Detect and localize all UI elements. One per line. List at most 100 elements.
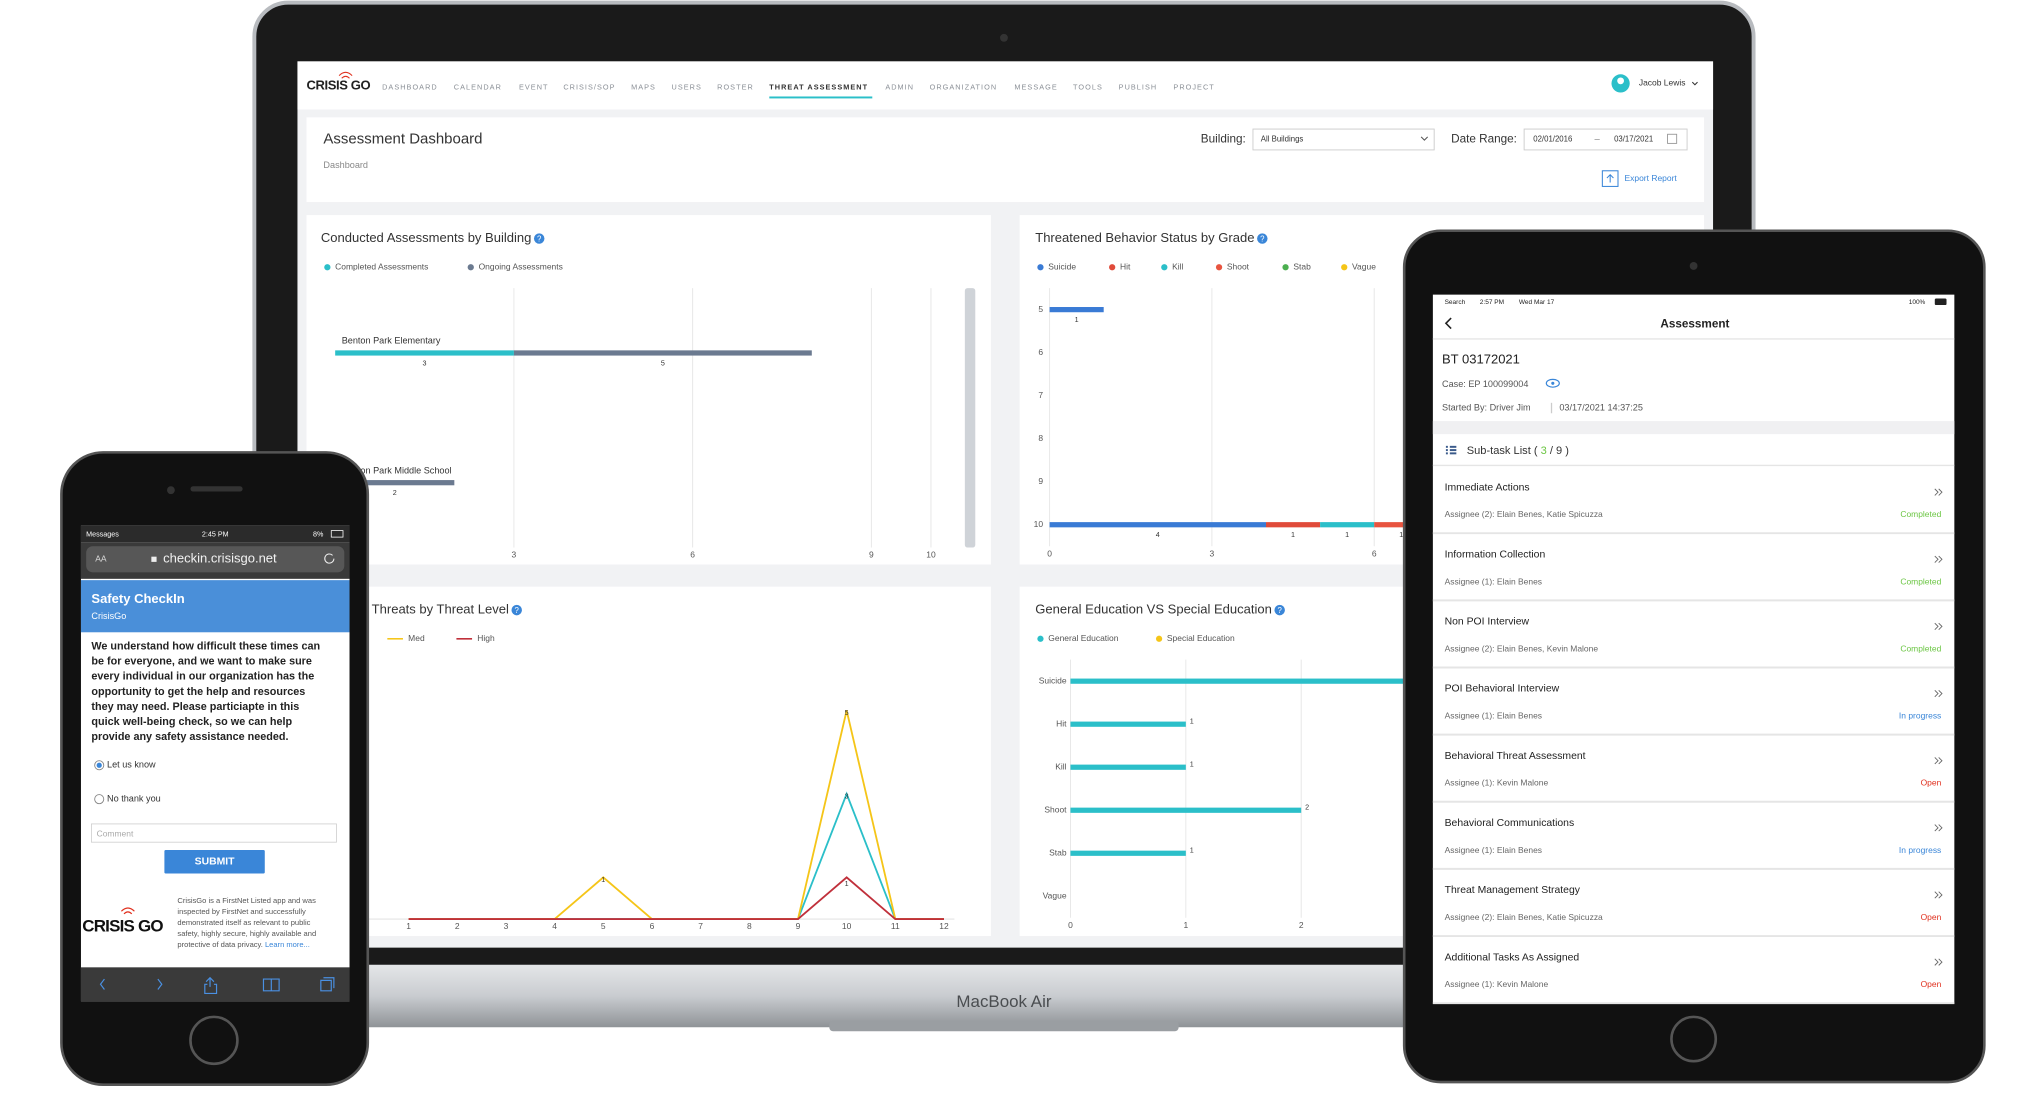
legend-label: Vague: [1352, 261, 1376, 271]
task-status: Open: [1921, 778, 1942, 788]
task-name: POI Behavioral Interview: [1445, 684, 1560, 695]
status-carrier: Messages: [86, 530, 119, 538]
nav-item: ADMIN: [885, 82, 914, 91]
task-row[interactable]: Threat Management Strategy Assignee (2): …: [1432, 885, 1955, 938]
page-title: Assessment Dashboard: [323, 130, 482, 147]
chart-title: Threats by Threat Level: [372, 602, 509, 617]
value-label: 1: [1075, 316, 1079, 324]
x-tick-label: 11: [891, 921, 900, 931]
footer-link[interactable]: Learn more...: [265, 940, 310, 949]
status-battery: 100%: [1909, 299, 1926, 306]
help-icon-glyph: ?: [537, 234, 542, 243]
legend-label: General Education: [1048, 633, 1118, 643]
category-label: 5: [1038, 304, 1043, 314]
case-number: Case: EP 100099004: [1442, 379, 1528, 389]
x-tick-label: 9: [869, 550, 874, 560]
tablet: Search 2:57 PM Wed Mar 17 100% Assessment BT …: [1402, 229, 1986, 1084]
task-assignee: Assignee (1): Elain Benes: [1445, 845, 1542, 855]
bar: [335, 350, 514, 356]
nav-item: ORGANIZATION: [930, 82, 998, 91]
x-tick-label: 2: [455, 921, 460, 931]
export-icon[interactable]: [1601, 170, 1619, 187]
category-label: Benton Park Middle School: [342, 465, 452, 475]
back-chevron[interactable]: [1444, 317, 1452, 330]
legend-label: Shoot: [1227, 261, 1250, 271]
message-line: be for everyone, and we want to make sur…: [91, 656, 312, 668]
category-label: Stab: [1049, 847, 1067, 857]
chart-panel: [306, 215, 991, 565]
x-tick-label: 3: [512, 550, 517, 560]
task-status: Open: [1921, 912, 1942, 922]
task-row[interactable]: Information Collection Assignee (1): Elai…: [1432, 549, 1955, 602]
screen-title: Assessment: [1660, 318, 1729, 331]
x-tick-label: 10: [926, 550, 936, 560]
value-label: 5: [845, 709, 849, 717]
help-icon-glyph: ?: [515, 606, 520, 615]
camera: [1000, 33, 1008, 42]
status-time: 2:45 PM: [202, 530, 229, 538]
laptop: CRISIS GO DASHBOARD CALENDAR EVENT CRISIS/SO…: [202, 0, 1819, 1032]
toolbar-icons: [99, 976, 335, 994]
help-icon: [533, 233, 545, 244]
task-name: Behavioral Threat Assessment: [1445, 751, 1586, 762]
legend-swatch: [1161, 264, 1168, 271]
task-assignee: Assignee (2): Elain Benes, Katie Spicuzz…: [1445, 912, 1603, 922]
task-row[interactable]: POI Behavioral Interview Assignee (1): El…: [1432, 684, 1955, 736]
task-row[interactable]: Behavioral Threat Assessment Assignee (1)…: [1432, 751, 1955, 803]
nav-item: MESSAGE: [1014, 82, 1057, 91]
task-assignee: Assignee (1): Kevin Malone: [1445, 778, 1549, 788]
task-row[interactable]: Behavioral Communications Assignee (1): E…: [1432, 818, 1955, 870]
comment-box[interactable]: [90, 823, 337, 843]
category-label: Shoot: [1044, 804, 1067, 814]
checkin-title: Safety CheckIn: [91, 591, 184, 606]
category-label: 9: [1038, 476, 1043, 486]
list-icon: [1449, 445, 1457, 448]
eye-icon: [1545, 378, 1560, 388]
user-name: Jacob Lewis: [1639, 78, 1686, 88]
category-label: Suicide: [1039, 675, 1067, 685]
category-label: Benton Park Elementary: [342, 336, 441, 346]
value-label: 1: [1399, 531, 1403, 539]
building-select[interactable]: [1252, 128, 1435, 151]
user-avatar-head: [1617, 77, 1624, 85]
task-chevron: [1934, 555, 1943, 563]
nav-item: CRISIS/SOP: [563, 82, 615, 91]
submit-button[interactable]: [164, 849, 265, 874]
task-row[interactable]: Additional Tasks As Assigned Assignee (1)…: [1432, 952, 1955, 1005]
home-button: [1670, 1015, 1718, 1063]
legend-swatch: [1037, 635, 1044, 642]
bar: [335, 480, 455, 486]
footer-line: inspected by FirstNet and successfully: [177, 907, 306, 916]
task-row[interactable]: Non POI Interview Assignee (2): Elain Ben…: [1432, 617, 1955, 669]
legend-label: Kill: [1172, 261, 1183, 271]
legend-label: Special Education: [1167, 633, 1235, 643]
nav-item: MAPS: [631, 82, 656, 91]
x-tick-label: 1: [1183, 920, 1188, 930]
value-label: 3: [845, 792, 849, 800]
battery-icon: [1934, 298, 1947, 306]
base-notch: [829, 1020, 1179, 1032]
chart-title: Conducted Assessments by Building: [321, 230, 532, 245]
radio[interactable]: [94, 794, 105, 805]
eye-pupil: [1551, 381, 1555, 385]
x-tick-label: 1: [406, 921, 411, 931]
x-tick-label: 10: [842, 921, 852, 931]
category-label: 10: [1034, 519, 1044, 529]
address-pill[interactable]: [86, 546, 345, 573]
task-chevron: [1934, 757, 1943, 765]
legend-label: Med: [408, 633, 425, 643]
logo: CRISIS GO: [306, 77, 370, 92]
legend-swatch: [1109, 264, 1116, 271]
task-status: Open: [1921, 979, 1942, 989]
lock-icon: [151, 556, 157, 562]
x-tick-label: 9: [796, 921, 801, 931]
date-range[interactable]: [1523, 128, 1688, 151]
task-row[interactable]: Immediate Actions Assignee (2): Elain Ben…: [1432, 482, 1955, 535]
legend-swatch: [1155, 635, 1163, 642]
export-report[interactable]: Export Report: [1625, 173, 1678, 183]
bar: [1070, 721, 1186, 727]
task-name: Non POI Interview: [1445, 617, 1530, 628]
x-tick-label: 0: [1068, 920, 1073, 930]
x-tick-label: 8: [747, 921, 752, 931]
